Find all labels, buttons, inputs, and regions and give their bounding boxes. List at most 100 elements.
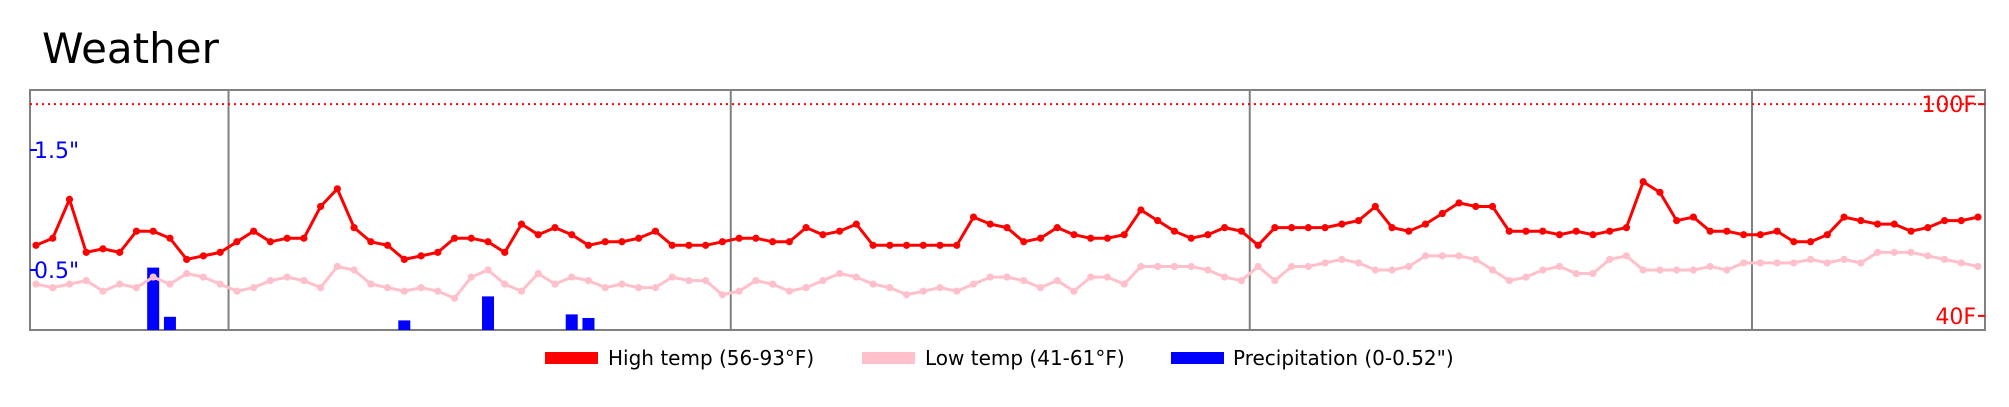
chart-title: Weather [42,24,220,73]
low-temp-point [1806,255,1815,264]
high-temp-series [32,178,1982,264]
low-temp-point [1438,252,1446,260]
high-temp-point [400,255,408,264]
low-temp-point [986,273,994,281]
low-temp-point [1237,276,1245,285]
low-temp-point [116,280,124,288]
high-temp-point [1773,227,1781,235]
low-temp-point [367,280,375,288]
high-temp-point [1673,216,1681,225]
high-temp-point [618,238,626,246]
high-temp-point [1053,224,1061,232]
low-temp-point [802,284,810,292]
precipitation-bar [163,316,176,330]
low-temp-point [434,287,442,295]
low-temp-point [1170,262,1179,271]
high-temp-point [1170,227,1179,235]
high-temp-point [902,241,911,249]
high-temp-point [501,248,509,256]
high-temp-point [434,248,442,256]
low-temp-point [1003,273,1011,281]
low-temp-point [1488,266,1497,274]
low-temp-point [1572,269,1580,278]
low-temp-point [584,276,593,285]
high-temp-line [35,179,1979,262]
high-temp-point [1622,224,1631,232]
high-temp-point [568,231,576,239]
low-temp-point [317,284,325,292]
low-temp-point [183,269,191,278]
high-temp-point [1221,224,1229,232]
low-temp-point [1706,262,1714,271]
high-temp-point [1857,216,1865,225]
high-temp-point [1488,202,1497,211]
high-temp-point [132,227,141,235]
low-temp-point [852,273,860,281]
high-temp-point [1522,227,1530,235]
high-temp-point [869,241,877,249]
low-temp-point [283,273,291,281]
high-temp-point [735,234,743,242]
low-temp-point [417,284,425,292]
low-temp-point [1221,273,1229,281]
low-temp-point [199,273,208,281]
low-temp-point [1371,266,1379,274]
high-temp-point [1873,220,1882,228]
low-temp-point [501,280,509,288]
low-temp-point [752,276,760,285]
high-temp-point [1154,216,1162,225]
low-temp-point [551,280,559,288]
high-temp-point [1555,231,1564,239]
low-temp-point [1505,276,1513,285]
high-temp-point [1740,231,1748,239]
low-temp-point [99,287,107,295]
low-temp-point [1271,276,1279,285]
high-temp-point [1187,234,1195,242]
high-temp-point [1539,227,1547,235]
low-temp-point [65,280,74,288]
low-temp-point [1304,262,1312,271]
low-temp-point [769,280,777,288]
low-temp-point [82,276,90,285]
low-temp-point [886,284,894,292]
high-temp-point [534,231,542,239]
legend-label: High temp (56-93°F) [608,346,814,370]
high-temp-point [266,238,274,246]
precipitation-bar [398,320,411,330]
high-temp-point [1505,227,1513,235]
high-temp-point [1405,227,1413,235]
high-temp-point [149,227,157,235]
high-temp-point [785,238,793,246]
low-temp-point [517,287,526,295]
low-temp-point [718,291,726,299]
legend-swatch [545,352,598,364]
high-temp-point [1656,188,1664,196]
low-temp-point [1740,259,1748,267]
high-temp-point [367,238,375,246]
precipitation-bar [565,314,578,330]
low-temp-point [785,287,793,295]
high-temp-point [1907,227,1915,235]
precipitation-bar [482,296,495,330]
high-temp-point [1723,227,1731,235]
high-temp-point [1354,216,1363,225]
high-temp-point [1103,234,1112,242]
high-temp-point [49,234,57,242]
low-temp-point [534,269,542,278]
low-temp-point [1689,266,1697,274]
low-temp-point [450,294,459,302]
low-temp-point [132,284,141,292]
low-temp-point [216,280,224,288]
high-temp-point [1321,224,1329,232]
right-tick-label: 40F [1935,305,1976,330]
high-temp-point [1589,231,1597,239]
low-temp-point [1790,259,1798,267]
high-temp-point [1421,220,1430,228]
low-temp-point [1036,284,1045,292]
high-temp-point [886,241,894,249]
low-temp-point [1840,255,1848,264]
high-temp-point [1020,238,1028,246]
high-temp-point [517,220,526,228]
low-temp-point [1204,266,1212,274]
high-temp-point [1840,213,1848,221]
